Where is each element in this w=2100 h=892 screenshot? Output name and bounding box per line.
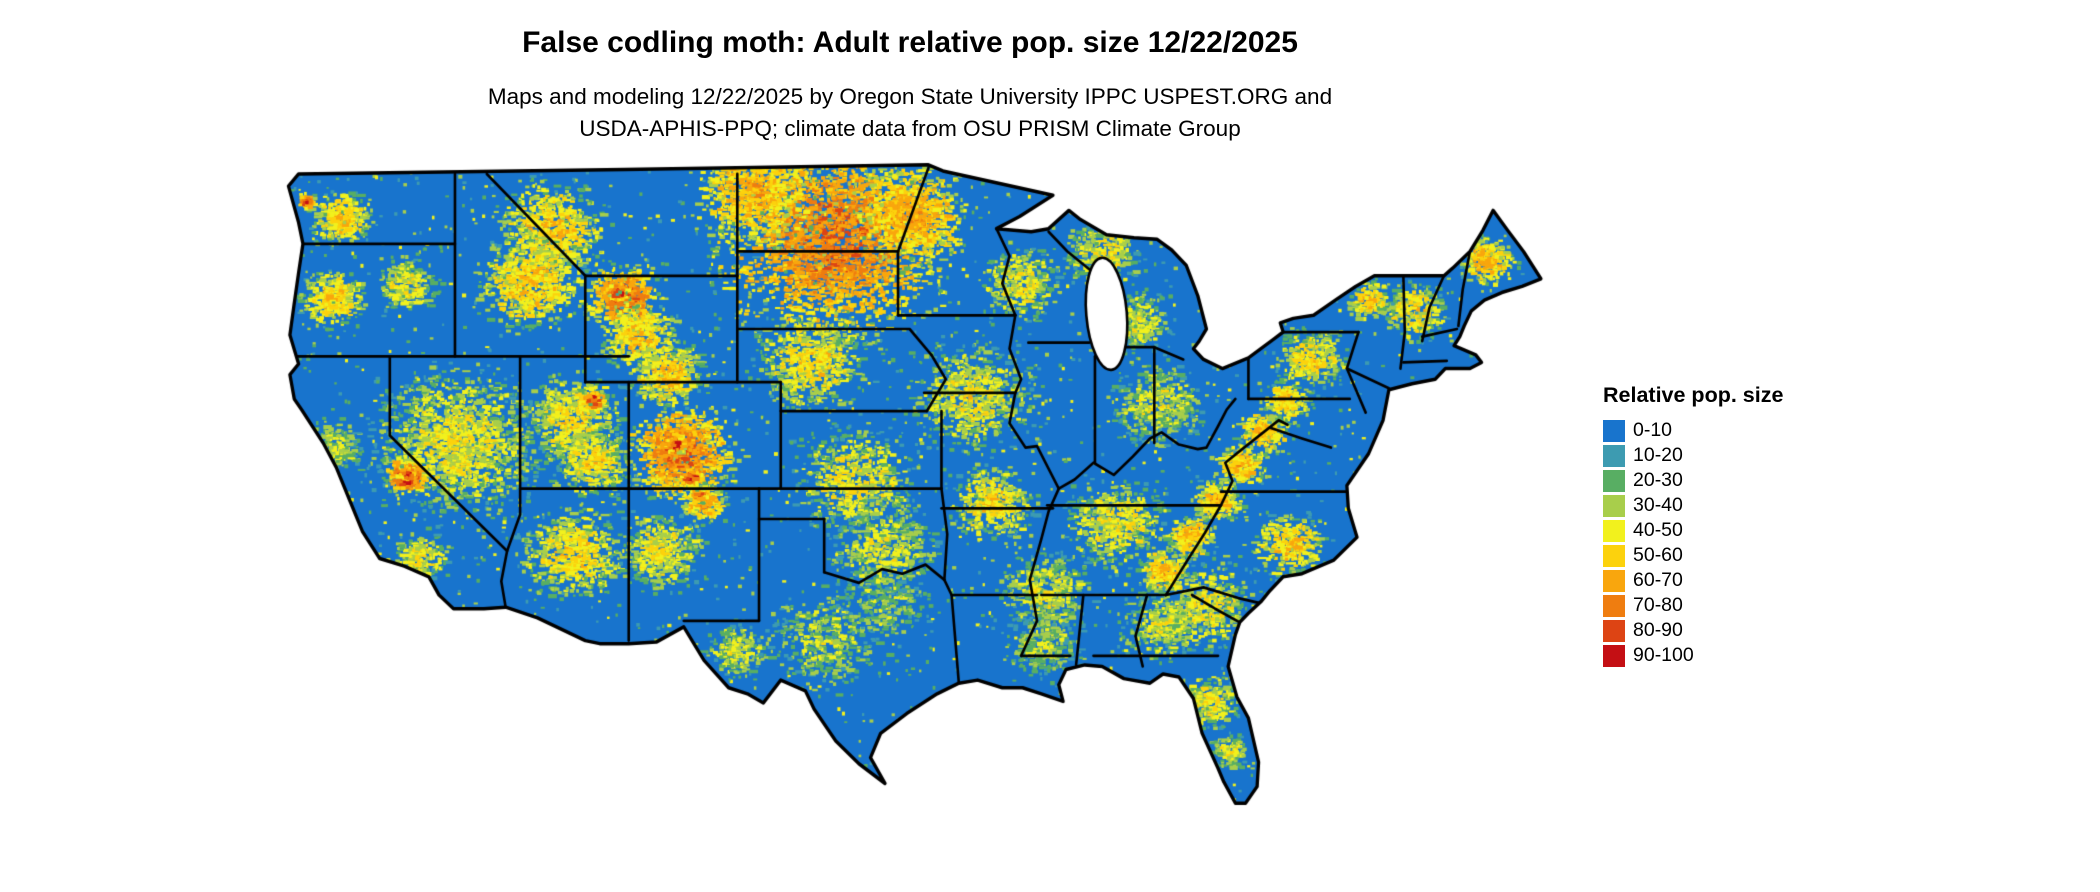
page-title: False codling moth: Adult relative pop. … xyxy=(522,26,1298,59)
legend-item: 0-10 xyxy=(1603,418,1783,443)
legend-item-label: 80-90 xyxy=(1633,619,1683,641)
legend-item-label: 0-10 xyxy=(1633,419,1673,441)
us-population-map-canvas xyxy=(190,101,1580,861)
legend-item-label: 40-50 xyxy=(1633,519,1683,541)
legend-item: 60-70 xyxy=(1603,568,1783,593)
legend-swatch xyxy=(1603,619,1625,642)
legend-swatch xyxy=(1603,419,1625,442)
legend-item: 20-30 xyxy=(1603,468,1783,493)
legend-item: 90-100 xyxy=(1603,643,1783,668)
legend-swatch xyxy=(1603,569,1625,592)
legend-item: 30-40 xyxy=(1603,493,1783,518)
legend-item-label: 60-70 xyxy=(1633,569,1683,591)
legend-item: 10-20 xyxy=(1603,443,1783,468)
legend-item-label: 20-30 xyxy=(1633,469,1683,491)
legend-swatch xyxy=(1603,644,1625,667)
legend-title: Relative pop. size xyxy=(1603,383,1784,407)
legend-item-label: 70-80 xyxy=(1633,594,1683,616)
legend-item: 40-50 xyxy=(1603,518,1783,543)
legend-items: 0-10 10-20 20-30 30-40 40-50 50-60 60-70 70-80 8… xyxy=(1603,418,1783,668)
legend-item: 50-60 xyxy=(1603,543,1783,568)
legend-swatch xyxy=(1603,594,1625,617)
legend-swatch xyxy=(1603,519,1625,542)
legend-item-label: 30-40 xyxy=(1633,494,1683,516)
legend-item-label: 50-60 xyxy=(1633,544,1683,566)
legend-swatch xyxy=(1603,544,1625,567)
legend-swatch xyxy=(1603,469,1625,492)
legend-swatch xyxy=(1603,444,1625,467)
legend: Relative pop. size 0-10 10-20 20-30 30-40 40… xyxy=(1603,383,1783,668)
legend-item-label: 10-20 xyxy=(1633,444,1683,466)
legend-item-label: 90-100 xyxy=(1633,644,1694,666)
legend-swatch xyxy=(1603,494,1625,517)
legend-item: 80-90 xyxy=(1603,618,1783,643)
legend-item: 70-80 xyxy=(1603,593,1783,618)
